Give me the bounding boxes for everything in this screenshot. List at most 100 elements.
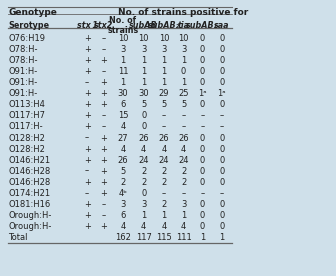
Text: +: +: [84, 56, 90, 65]
Text: +: +: [100, 100, 107, 109]
Text: +: +: [100, 78, 107, 87]
Text: 2: 2: [141, 178, 146, 187]
Text: –: –: [220, 189, 224, 198]
Text: 5: 5: [120, 167, 126, 176]
Text: 2: 2: [141, 167, 146, 176]
Text: 1: 1: [141, 56, 146, 65]
Text: 0: 0: [219, 178, 224, 187]
Text: Orough:H-: Orough:H-: [8, 222, 52, 231]
Text: –: –: [162, 112, 166, 120]
Text: 115: 115: [156, 233, 172, 242]
Text: 15: 15: [118, 112, 128, 120]
Text: 4: 4: [181, 222, 186, 231]
Text: 0: 0: [219, 67, 224, 76]
Text: 0: 0: [200, 167, 205, 176]
Text: 3: 3: [120, 45, 126, 54]
Text: +: +: [100, 134, 107, 142]
Text: +: +: [84, 67, 90, 76]
Text: 26: 26: [118, 156, 128, 164]
Text: 0: 0: [141, 112, 146, 120]
Text: 4: 4: [161, 145, 167, 153]
Text: 0: 0: [200, 67, 205, 76]
Text: +: +: [100, 156, 107, 164]
Text: +: +: [100, 167, 107, 176]
Text: 27: 27: [118, 134, 128, 142]
Text: 2: 2: [161, 167, 167, 176]
Text: +: +: [84, 178, 90, 187]
Text: 0: 0: [219, 56, 224, 65]
Text: O78:H-: O78:H-: [8, 45, 38, 54]
Text: +: +: [100, 189, 107, 198]
Text: +: +: [84, 222, 90, 231]
Text: 24: 24: [159, 156, 169, 164]
Text: +: +: [84, 145, 90, 153]
Text: 1: 1: [181, 78, 186, 87]
Text: +: +: [100, 178, 107, 187]
Text: +: +: [100, 222, 107, 231]
Text: 10: 10: [178, 34, 189, 43]
Text: –: –: [181, 189, 186, 198]
Text: 4: 4: [161, 222, 167, 231]
Text: 162: 162: [115, 233, 131, 242]
Text: 2: 2: [181, 178, 186, 187]
Text: O91:H-: O91:H-: [8, 89, 38, 98]
Text: O91:H-: O91:H-: [8, 67, 38, 76]
Text: 1ᵃ: 1ᵃ: [218, 89, 226, 98]
Text: 26: 26: [159, 134, 169, 142]
Text: 25: 25: [178, 89, 189, 98]
Text: 0: 0: [219, 145, 224, 153]
Text: O117:H-: O117:H-: [8, 123, 43, 131]
Text: 0: 0: [219, 34, 224, 43]
Text: 2: 2: [161, 200, 167, 209]
Text: 26: 26: [178, 134, 189, 142]
Text: 0: 0: [219, 156, 224, 164]
Text: O91:H-: O91:H-: [8, 78, 38, 87]
Text: O117:H7: O117:H7: [8, 112, 45, 120]
Text: 1: 1: [161, 56, 167, 65]
Text: 3: 3: [120, 200, 126, 209]
Text: 0: 0: [219, 134, 224, 142]
Text: 6: 6: [120, 211, 126, 220]
Text: 0: 0: [200, 145, 205, 153]
Text: No. of strains positive for: No. of strains positive for: [118, 8, 248, 17]
Text: 4: 4: [141, 145, 146, 153]
Text: 0: 0: [200, 56, 205, 65]
Text: stx2: stx2: [94, 21, 114, 30]
Text: –: –: [181, 123, 186, 131]
Text: 1: 1: [181, 211, 186, 220]
Text: 1: 1: [161, 211, 167, 220]
Text: –: –: [102, 211, 106, 220]
Text: 0: 0: [219, 167, 224, 176]
Text: 0: 0: [200, 134, 205, 142]
Text: –: –: [220, 123, 224, 131]
Text: +: +: [84, 34, 90, 43]
Text: 4: 4: [141, 222, 146, 231]
Text: 6: 6: [120, 100, 126, 109]
Text: 1: 1: [200, 233, 205, 242]
Text: subAB₁: subAB₁: [186, 21, 218, 30]
Text: 5: 5: [141, 100, 146, 109]
Text: 0: 0: [181, 67, 186, 76]
Text: 24: 24: [138, 156, 149, 164]
Text: 0: 0: [219, 78, 224, 87]
Text: +: +: [84, 89, 90, 98]
Text: O146:H28: O146:H28: [8, 178, 51, 187]
Text: –: –: [162, 189, 166, 198]
Text: +: +: [100, 145, 107, 153]
Text: –: –: [102, 200, 106, 209]
Text: 3: 3: [161, 45, 167, 54]
Text: 10: 10: [138, 34, 149, 43]
Text: 5: 5: [181, 100, 186, 109]
Text: +: +: [84, 45, 90, 54]
Text: 4: 4: [181, 145, 186, 153]
Text: 4: 4: [120, 123, 126, 131]
Text: O174:H21: O174:H21: [8, 189, 50, 198]
Text: subAB: subAB: [129, 21, 158, 30]
Text: Genotype: Genotype: [8, 8, 57, 17]
Text: O128:H2: O128:H2: [8, 134, 45, 142]
Text: 4ᵇ: 4ᵇ: [119, 189, 127, 198]
Text: 0: 0: [200, 200, 205, 209]
Text: Serotype: Serotype: [8, 21, 49, 30]
Text: 0: 0: [200, 211, 205, 220]
Text: –: –: [102, 67, 106, 76]
